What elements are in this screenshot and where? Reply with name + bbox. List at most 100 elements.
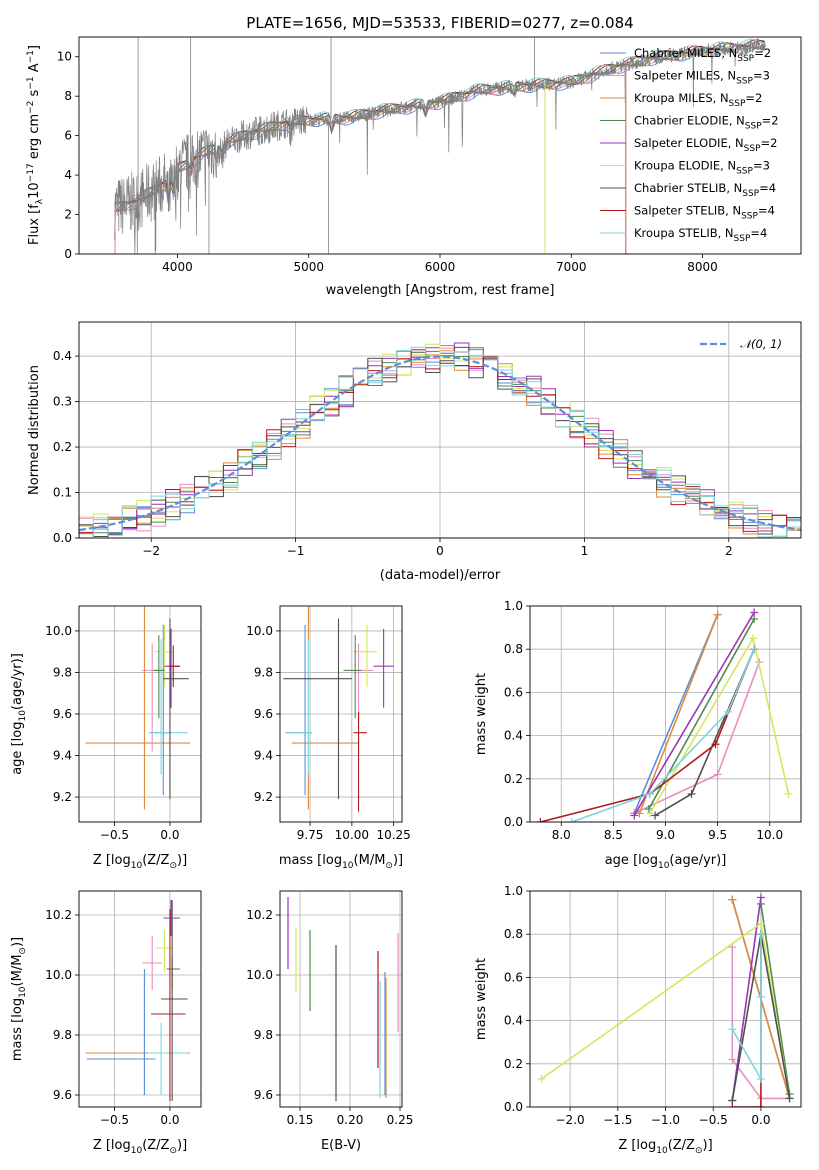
y-axis-label: Flux [fλ10−17 erg cm−2 s−1 A−1] [26, 45, 45, 245]
x-tick-label: −2.0 [556, 1113, 585, 1127]
chart-age_vs_Z: −0.5 0.0 9.2 9.4 9.6 9.8 10.0 [45, 605, 202, 842]
legend-label-chabrier-elodie: Chabrier ELODIE, NSSP=2 [634, 114, 779, 132]
axes-residuals: −2 −1 0 1 2 0.0 0.1 0.2 0.3 0.4 [53, 321, 802, 558]
axes-weight_vs_age: 8.0 8.5 9.0 9.5 10.0 0.0 0.2 0.4 0.6 0.8 1.0 [504, 599, 802, 842]
x-tick-label: 1 [581, 544, 589, 558]
point-marker [728, 895, 737, 904]
y-tick-label: 0.8 [504, 642, 523, 656]
y-tick-label: 0.3 [53, 395, 72, 409]
series-kroupa-stelib [567, 645, 759, 822]
x-tick-label: 10.00 [335, 828, 369, 842]
x-tick-label: 8000 [687, 260, 718, 274]
legend-label-chabrier-miles: Chabrier MILES, NSSP=2 [634, 46, 771, 64]
y-tick-label: 9.2 [254, 790, 273, 804]
axes-age_vs_Z: −0.5 0.0 9.2 9.4 9.6 9.8 10.0 [45, 605, 202, 842]
axes-frame [78, 890, 202, 1108]
y-axis-label: mass weight [474, 673, 489, 755]
errorbar-chabrier-stelib [163, 618, 189, 800]
errorbar-salpeter-miles [142, 936, 163, 990]
point-marker [536, 818, 545, 822]
x-tick-label: −0.5 [100, 828, 129, 842]
axes-frame [529, 605, 802, 823]
y-tick-label: 0.0 [504, 815, 523, 829]
point-marker [651, 811, 660, 820]
point-marker [756, 992, 765, 1001]
legend-label-kroupa-elodie: Kroupa ELODIE, NSSP=3 [634, 159, 770, 177]
point-marker [567, 818, 576, 822]
errorbar-chabrier-stelib [161, 900, 188, 1101]
point-marker [687, 789, 696, 798]
chart-age_vs_mass: 9.75 10.00 10.25 9.2 9.4 9.6 9.8 10.0 [246, 605, 411, 842]
x-tick-label: −0.5 [699, 1113, 728, 1127]
point-marker [728, 1055, 737, 1064]
y-tick-label: 4 [64, 168, 72, 182]
point-marker [756, 919, 765, 928]
y-axis-label: age [log10(age/yr)] [10, 653, 28, 775]
axes-frame [529, 890, 802, 1108]
axes-frame [279, 890, 403, 1108]
y-tick-label: 10.0 [246, 624, 273, 638]
errorbar-chabrier-miles [86, 969, 156, 1095]
x-tick-label: 9.75 [297, 828, 324, 842]
axes-frame [78, 321, 802, 539]
grid-age_vs_mass [280, 606, 402, 822]
y-tick-label: 0.2 [504, 772, 523, 786]
model-spectrum-kroupa-stelib [114, 38, 766, 204]
y-tick-label: 0.2 [504, 1057, 523, 1071]
x-tick-label: 9.0 [656, 828, 675, 842]
x-tick-label: 9.5 [708, 828, 727, 842]
y-axis-label: mass weight [474, 958, 489, 1040]
y-tick-label: 10.0 [45, 968, 72, 982]
point-marker [724, 707, 733, 716]
y-tick-label: 1.0 [504, 884, 523, 898]
x-tick-label: 5000 [293, 260, 324, 274]
plot-area-spectrum [114, 37, 766, 254]
point-marker [713, 770, 722, 779]
y-tick-label: 9.4 [254, 749, 273, 763]
chart-mass_vs_Z: −0.5 0.0 9.6 9.8 10.0 10.2 [45, 890, 202, 1127]
point-marker [645, 809, 654, 818]
x-tick-label: −1.5 [603, 1113, 632, 1127]
series-kroupa-elodie [645, 634, 793, 818]
chart-spectrum: 4000 5000 6000 7000 8000 0 2 4 6 8 10 [57, 36, 802, 274]
errorbar-salpeter-elodie [164, 628, 180, 708]
point-marker [756, 1103, 765, 1107]
x-axis-label: E(B-V) [321, 1138, 361, 1153]
series-chabrier-stelib [651, 645, 759, 820]
point-marker [630, 811, 639, 820]
series-kroupa-miles [635, 610, 722, 818]
x-tick-label: 4000 [162, 260, 193, 274]
y-tick-label: 6 [64, 129, 72, 143]
axes-age_vs_mass: 9.75 10.00 10.25 9.2 9.4 9.6 9.8 10.0 [246, 605, 411, 842]
errorbar-kroupa-stelib [147, 1023, 188, 1095]
errorbar-chabrier-miles [149, 624, 172, 795]
x-tick-label: −1.0 [651, 1113, 680, 1127]
x-tick-label: 10.25 [376, 828, 410, 842]
y-tick-label: 0 [64, 247, 72, 261]
y-tick-label: 9.6 [254, 1088, 273, 1102]
x-axis-label: (data-model)/error [380, 568, 501, 583]
point-marker [635, 809, 644, 818]
point-marker [749, 634, 758, 643]
errorbar-chabrier-elodie [153, 635, 165, 719]
y-tick-label: 9.2 [53, 790, 72, 804]
errorbar-kroupa-stelib [148, 639, 188, 775]
y-tick-label: 10.0 [45, 624, 72, 638]
y-tick-label: 0.4 [504, 729, 523, 743]
point-marker [537, 1074, 546, 1083]
errorbar-chabrier-elodie [343, 635, 362, 719]
x-axis-label: wavelength [Angstrom, rest frame] [326, 283, 555, 298]
x-axis-label: age [log10(age/yr)] [605, 853, 727, 871]
errorbar-kroupa-elodie [155, 930, 174, 972]
plot-area-mass_vs_EBV [287, 897, 399, 1101]
errorbar-salpeter-stelib [353, 711, 367, 812]
plot-area-residuals [79, 342, 801, 538]
axes-mass_vs_Z: −0.5 0.0 9.6 9.8 10.0 10.2 [45, 890, 202, 1127]
errorbar-kroupa-miles [85, 606, 190, 810]
errorbar-salpeter-stelib [151, 909, 186, 1101]
legend-label-normal: 𝒩(0, 1) [740, 337, 782, 351]
y-tick-label: 9.8 [53, 665, 72, 679]
plot-area-age_vs_Z [85, 606, 190, 810]
y-tick-label: 0.1 [53, 486, 72, 500]
